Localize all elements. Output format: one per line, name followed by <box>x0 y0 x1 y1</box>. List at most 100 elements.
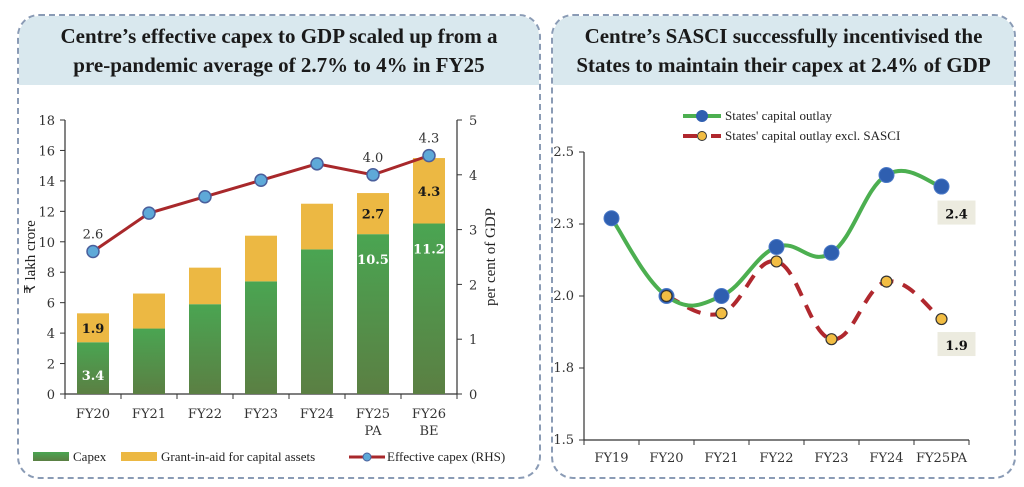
y-tick-label: 1.5 <box>553 433 574 448</box>
grant-bar <box>189 267 221 305</box>
x-tick-label: FY24 <box>869 451 903 466</box>
legend-capex-swatch <box>33 452 69 461</box>
left-chart-title-band: Centre’s effective capex to GDP scaled u… <box>19 16 539 85</box>
effective-capex-marker <box>422 148 436 163</box>
left-y-tick-label: 4 <box>47 327 55 342</box>
x-tick-label: FY24 <box>300 407 334 422</box>
states-outlay-marker <box>823 244 840 261</box>
bar-data-label: 4.3 <box>418 185 441 200</box>
x-tick-label: FY25 <box>356 407 390 422</box>
bar-data-label: 11.2 <box>413 243 445 258</box>
x-tick-label: FY22 <box>759 451 793 466</box>
grant-bar <box>245 235 277 282</box>
end-label-box <box>937 200 976 225</box>
left-y-tick-label: 18 <box>38 114 55 129</box>
x-tick-label: FY20 <box>76 407 110 422</box>
states-outlay-marker <box>603 210 620 227</box>
left-y-tick-label: 14 <box>38 175 55 190</box>
right-y-tick-label: 2 <box>469 278 477 293</box>
x-tick-label: FY21 <box>132 407 166 422</box>
right-y-tick-label: 4 <box>469 169 477 184</box>
left-y-tick-label: 10 <box>38 236 55 251</box>
capex-bar <box>413 223 445 394</box>
effective-capex-marker <box>86 244 100 259</box>
states-outlay-marker <box>768 239 785 256</box>
states-outlay-line <box>609 168 943 308</box>
x-tick-label: FY23 <box>244 407 278 422</box>
left-y-tick-label: 0 <box>47 388 55 403</box>
x-tick-label: FY21 <box>704 451 738 466</box>
bar-data-label: 1.9 <box>82 322 105 337</box>
x-tick-label: FY23 <box>814 451 848 466</box>
y-tick-label: 2.0 <box>553 289 574 304</box>
effective-capex-marker <box>142 206 156 220</box>
grant-bar <box>357 193 389 235</box>
right-y-tick-label: 0 <box>469 388 477 403</box>
grant-bar <box>301 203 333 250</box>
right-y-tick-label: 1 <box>469 333 477 348</box>
states-outlay-marker <box>878 167 895 184</box>
legend-grant-swatch <box>121 452 157 461</box>
capex-bar <box>77 342 109 394</box>
grant-bar <box>77 313 109 343</box>
end-data-label: 1.9 <box>945 339 968 354</box>
states-outlay-marker <box>933 178 950 195</box>
effective-capex-marker <box>198 189 212 204</box>
effective-capex-marker <box>310 157 324 171</box>
capex-bar <box>189 304 221 394</box>
x-tick-label: FY25PA <box>916 451 968 466</box>
capex-bar <box>301 249 333 394</box>
end-data-label: 2.4 <box>945 208 968 223</box>
legend-effective-marker <box>362 452 372 462</box>
end-label-box <box>937 332 976 357</box>
states-capex-chart: 1.5 1.8 2.0 2.3 2.5 FY19 FY20 FY21 FY22 FY23 FY24 F… <box>553 108 976 466</box>
legend-effective-label: Effective capex (RHS) <box>387 449 505 464</box>
excl-sasci-marker <box>660 289 673 303</box>
excl-sasci-marker <box>715 307 728 320</box>
bar-data-label: 10.5 <box>357 253 389 268</box>
right-y-tick-label: 5 <box>469 114 477 129</box>
left-title-line-2: pre-pandemic average of 2.7% to 4% in FY… <box>73 52 485 77</box>
left-y-tick-label: 16 <box>38 144 55 159</box>
line-data-label: 4.0 <box>363 151 384 166</box>
x-tick-label: PA <box>365 424 383 439</box>
left-y-tick-label: 12 <box>38 205 55 220</box>
capex-bar <box>245 281 277 394</box>
bar-data-label: 3.4 <box>82 369 105 384</box>
left-y-axis-label: ₹ lakh crore <box>23 220 39 294</box>
y-tick-label: 1.8 <box>553 361 574 376</box>
excl-sasci-marker <box>935 312 948 326</box>
effective-capex-marker <box>366 168 380 182</box>
bar-data-label: 2.7 <box>362 208 385 223</box>
right-chart-panel: Centre’s SASCI successfully incentivised… <box>551 14 1016 479</box>
right-title-line-1: Centre’s SASCI successfully incentivised… <box>584 23 983 48</box>
grant-bar <box>133 293 165 329</box>
right-title-line-2: States to maintain their capex at 2.4% o… <box>576 52 991 77</box>
effective-capex-marker <box>254 173 268 188</box>
x-tick-label: FY20 <box>649 451 683 466</box>
legend-grant-label: Grant-in-aid for capital assets <box>161 449 315 464</box>
states-outlay-marker <box>713 288 730 304</box>
line-data-label: 4.3 <box>419 132 440 147</box>
left-y-tick-label: 6 <box>47 297 55 312</box>
right-chart-title-band: Centre’s SASCI successfully incentivised… <box>553 16 1014 85</box>
legend-capex-label: Capex <box>73 449 107 464</box>
left-chart-title: Centre’s effective capex to GDP scaled u… <box>60 22 497 80</box>
x-tick-label: BE <box>419 424 438 439</box>
x-tick-label: FY26 <box>412 407 446 422</box>
legend-states-marker <box>696 110 708 122</box>
left-y-tick-label: 8 <box>47 266 55 281</box>
y-tick-label: 2.5 <box>553 145 574 160</box>
right-y-tick-label: 3 <box>469 224 477 239</box>
capex-bar <box>357 234 389 394</box>
left-chart-panel: Centre’s effective capex to GDP scaled u… <box>17 14 541 479</box>
y-tick-label: 2.3 <box>553 217 574 232</box>
excl-sasci-marker <box>770 255 783 268</box>
capex-bar <box>133 328 165 394</box>
right-chart-title: Centre’s SASCI successfully incentivised… <box>576 22 990 80</box>
line-data-label: 2.6 <box>83 228 104 243</box>
left-y-tick-label: 2 <box>47 358 55 373</box>
legend-excl-label: States' capital outlay excl. SASCI <box>725 128 900 143</box>
grant-bar <box>413 158 445 224</box>
